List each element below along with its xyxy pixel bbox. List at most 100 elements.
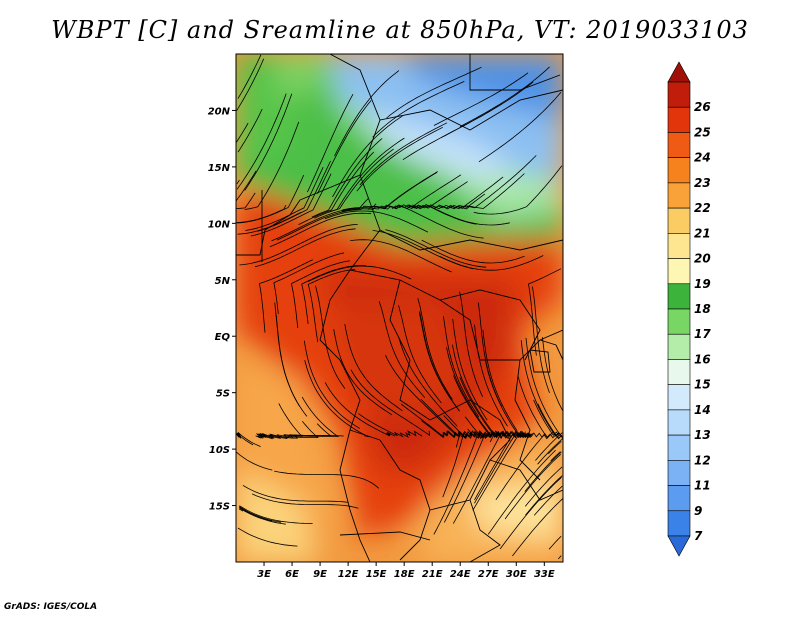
streamline <box>237 527 298 547</box>
lat-tick-label: 20N <box>208 106 231 117</box>
streamline <box>504 454 561 520</box>
colorbar-swatch <box>667 460 691 486</box>
streamline <box>332 115 403 198</box>
streamline <box>398 336 458 427</box>
streamline <box>269 212 372 248</box>
streamline <box>550 451 561 462</box>
streamline <box>276 203 377 241</box>
streamline <box>271 197 369 242</box>
streamline <box>537 438 563 465</box>
streamline <box>342 171 438 211</box>
colorbar-swatch <box>667 535 691 557</box>
streamline <box>535 433 563 461</box>
streamline <box>443 415 505 439</box>
streamline <box>237 108 263 153</box>
streamline <box>398 305 442 404</box>
colorbar-label: 17 <box>694 327 711 341</box>
streamline <box>236 451 273 471</box>
streamline <box>350 369 430 437</box>
streamline <box>236 122 249 143</box>
colorbar-swatch <box>667 182 691 209</box>
streamline <box>356 126 443 192</box>
streamline <box>452 431 505 524</box>
lat-tick-label: 15S <box>209 502 230 513</box>
streamline-layer <box>236 54 563 560</box>
streamline <box>239 260 262 266</box>
colorbar-swatch <box>667 106 691 133</box>
lon-tick-label: 3E <box>257 569 271 580</box>
streamline <box>487 449 556 535</box>
streamline <box>499 477 562 550</box>
streamline <box>384 205 484 239</box>
streamline <box>443 431 491 523</box>
colorbar-swatch <box>667 308 691 335</box>
lon-tick-label: 21E <box>422 569 443 580</box>
colorbar-swatch <box>667 434 691 461</box>
streamline <box>259 423 332 439</box>
lat-tick-label: 15N <box>208 163 231 174</box>
colorbar: 26 25 24 23 22 21 20 19 18 17 16 15 14 13 12 11 9 7 <box>667 61 711 557</box>
colorbar-swatch <box>667 81 691 108</box>
streamline <box>378 301 426 398</box>
map-title: WBPT [C] and Sreamline at 850hPa, VT: 20… <box>51 16 749 44</box>
map-frame <box>235 53 564 563</box>
colorbar-swatch <box>667 157 691 184</box>
streamline <box>324 210 429 233</box>
lon-tick-label: 18E <box>394 569 415 580</box>
colorbar-label: 15 <box>694 378 711 392</box>
streamline <box>250 173 332 237</box>
streamline <box>245 167 324 231</box>
colorbar-label: 9 <box>694 504 702 518</box>
streamline <box>520 340 560 437</box>
streamline <box>298 151 375 225</box>
streamline <box>274 470 380 489</box>
streamline <box>244 93 293 191</box>
lat-tick-label: 10S <box>209 445 230 456</box>
colorbar-label: 24 <box>694 151 711 165</box>
streamline <box>402 106 498 161</box>
streamline <box>333 329 393 416</box>
streamline <box>238 506 273 522</box>
lon-tick-label: 9E <box>313 569 327 580</box>
streamline <box>242 484 349 503</box>
streamline <box>528 268 562 356</box>
streamline <box>256 224 358 263</box>
colorbar-label: 11 <box>694 479 711 493</box>
streamline <box>433 435 478 535</box>
lon-tick-label: 33E <box>534 569 555 580</box>
streamline <box>237 54 262 99</box>
streamline <box>236 58 265 111</box>
streamline <box>274 302 301 407</box>
streamline <box>443 316 480 418</box>
colorbar-swatch <box>667 258 691 285</box>
lon-tick-label: 24E <box>450 569 471 580</box>
streamline <box>385 355 457 436</box>
streamline <box>482 329 518 432</box>
streamline <box>391 193 486 210</box>
colorbar-label: 13 <box>694 428 711 442</box>
colorbar-label: 25 <box>694 125 711 139</box>
colorbar-swatch <box>667 359 691 385</box>
streamline <box>258 259 313 333</box>
streamline <box>236 174 305 224</box>
colorbar-label: 26 <box>694 100 711 114</box>
streamline <box>524 466 563 507</box>
lat-tick-label: 5N <box>215 276 231 287</box>
colorbar-swatch <box>667 409 691 436</box>
streamline <box>290 260 350 329</box>
lon-tick-label: 15E <box>366 569 387 580</box>
colorbar-swatch <box>667 485 691 512</box>
streamline <box>315 285 346 389</box>
streamline <box>433 72 529 126</box>
streamline <box>237 434 254 446</box>
streamline <box>314 148 394 219</box>
streamline <box>512 498 563 557</box>
colorbar-swatch <box>667 233 691 259</box>
streamline <box>474 432 532 501</box>
streamline <box>307 265 412 282</box>
colorbar-swatch <box>667 283 691 310</box>
streamline <box>449 155 537 209</box>
streamline <box>446 347 496 436</box>
streamline <box>236 432 261 447</box>
country-boundaries <box>236 54 563 562</box>
